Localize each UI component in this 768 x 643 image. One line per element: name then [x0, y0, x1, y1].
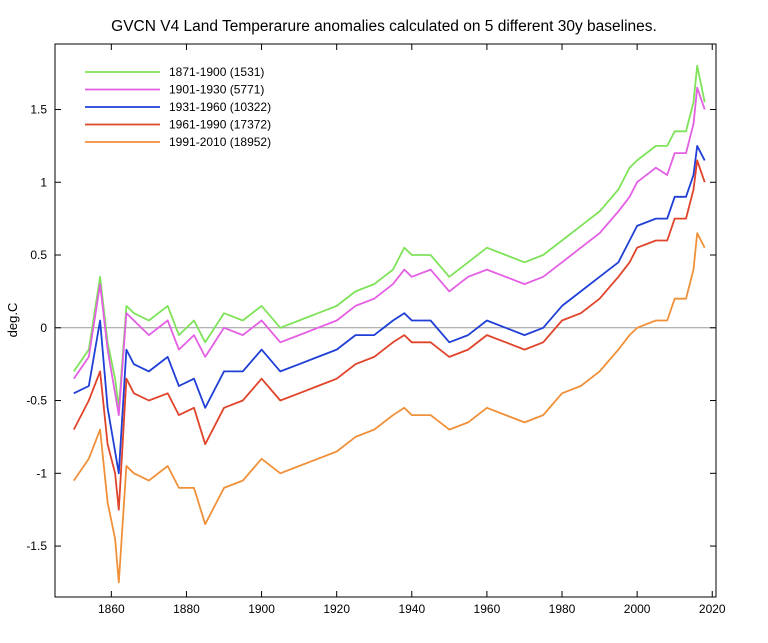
y-tick-label-3: 0 — [40, 321, 47, 335]
x-tick-label-1: 1880 — [173, 602, 200, 616]
legend-label-3: 1961-1990 (17372) — [169, 118, 271, 132]
legend-label-4: 1991-2010 (18952) — [169, 135, 271, 149]
series-line-0 — [73, 64, 706, 409]
x-tick-label-4: 1940 — [398, 602, 425, 616]
plot-frame — [54, 43, 717, 598]
x-tick-label-0: 1860 — [98, 602, 125, 616]
series-line-1 — [73, 86, 706, 417]
x-tick-label-6: 1980 — [549, 602, 576, 616]
y-tick-label-4: 0.5 — [30, 248, 47, 262]
y-tick-label-5: 1 — [40, 175, 47, 189]
legend-label-1: 1901-1930 (5771) — [169, 83, 264, 97]
series-line-2 — [73, 144, 706, 475]
series-line-3 — [73, 159, 706, 511]
chart-title: GVCN V4 Land Temperarure anomalies calcu… — [111, 18, 657, 35]
x-tick-label-7: 2000 — [624, 602, 651, 616]
x-tick-label-3: 1920 — [323, 602, 350, 616]
y-tick-label-1: -1 — [36, 466, 47, 480]
y-tick-label-0: -1.5 — [26, 539, 47, 553]
y-tick-label-6: 1.5 — [30, 102, 47, 116]
x-tick-label-2: 1900 — [248, 602, 275, 616]
y-axis-label: deg.C — [5, 303, 20, 338]
legend-label-0: 1871-1900 (1531) — [169, 65, 264, 79]
x-tick-label-8: 2020 — [699, 602, 726, 616]
legend-label-2: 1931-1960 (10322) — [169, 100, 271, 114]
series-line-4 — [73, 232, 706, 584]
y-tick-label-2: -0.5 — [26, 394, 47, 408]
x-tick-label-5: 1960 — [474, 602, 501, 616]
